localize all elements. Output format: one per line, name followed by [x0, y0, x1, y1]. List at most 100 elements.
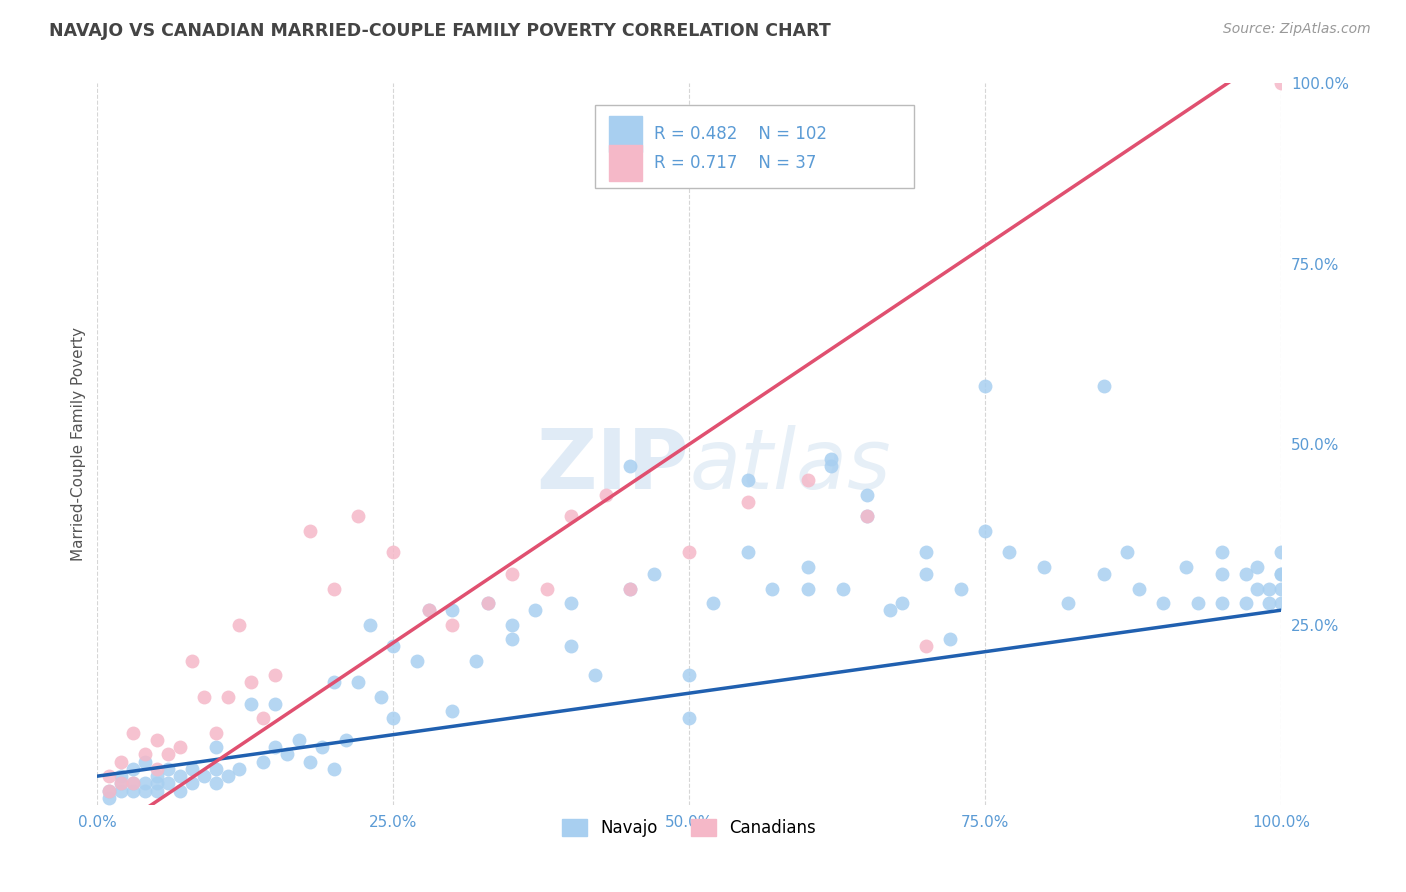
Point [950, 582, 973, 596]
Point [228, 762, 250, 776]
Point [204, 726, 226, 740]
Point [796, 473, 818, 487]
Point [501, 617, 523, 632]
Point [217, 690, 239, 704]
Point [1092, 567, 1115, 582]
Point [1152, 596, 1174, 610]
Bar [609, 116, 643, 152]
Point [820, 451, 842, 466]
Point [264, 668, 287, 682]
Text: atlas: atlas [689, 425, 891, 507]
Point [382, 545, 405, 559]
Point [1057, 596, 1080, 610]
Point [583, 668, 606, 682]
Point [193, 690, 215, 704]
Point [252, 755, 274, 769]
Point [228, 617, 250, 632]
Point [1234, 596, 1257, 610]
Point [643, 567, 665, 582]
Point [501, 632, 523, 646]
Point [855, 509, 877, 524]
Point [335, 733, 357, 747]
Point [832, 582, 855, 596]
Point [1175, 560, 1198, 574]
Point [974, 379, 997, 393]
Point [121, 776, 143, 790]
Point [323, 762, 346, 776]
Point [1234, 567, 1257, 582]
Point [477, 596, 499, 610]
Point [1128, 582, 1150, 596]
Bar [609, 145, 643, 181]
Point [134, 783, 156, 797]
Point [240, 697, 263, 711]
Point [619, 582, 641, 596]
Point [737, 545, 759, 559]
Point [915, 640, 938, 654]
Point [145, 762, 167, 776]
Point [418, 603, 440, 617]
Point [536, 582, 558, 596]
Point [974, 524, 997, 538]
Point [477, 596, 499, 610]
Point [1246, 560, 1268, 574]
Point [98, 783, 121, 797]
Point [311, 740, 333, 755]
Text: NAVAJO VS CANADIAN MARRIED-COUPLE FAMILY POVERTY CORRELATION CHART: NAVAJO VS CANADIAN MARRIED-COUPLE FAMILY… [49, 22, 831, 40]
Point [524, 603, 547, 617]
Point [287, 733, 309, 747]
Point [1270, 567, 1292, 582]
Point [796, 560, 818, 574]
Point [796, 582, 818, 596]
Point [346, 675, 368, 690]
Point [1270, 582, 1292, 596]
Point [217, 769, 239, 783]
Point [1258, 596, 1281, 610]
Point [169, 769, 191, 783]
Point [737, 473, 759, 487]
Point [169, 740, 191, 755]
Point [370, 690, 392, 704]
Point [299, 755, 322, 769]
Point [134, 776, 156, 790]
Point [110, 783, 132, 797]
Point [121, 726, 143, 740]
Point [595, 488, 617, 502]
Point [110, 776, 132, 790]
Point [121, 776, 143, 790]
Point [157, 776, 180, 790]
Point [110, 776, 132, 790]
Point [145, 769, 167, 783]
Point [678, 545, 700, 559]
Point [1033, 560, 1056, 574]
Point [1092, 379, 1115, 393]
FancyBboxPatch shape [595, 105, 914, 188]
Point [418, 603, 440, 617]
Point [560, 640, 582, 654]
Point [204, 762, 226, 776]
Point [169, 783, 191, 797]
Point [110, 755, 132, 769]
Point [121, 762, 143, 776]
Point [181, 776, 204, 790]
Point [678, 668, 700, 682]
Point [761, 582, 783, 596]
Point [998, 545, 1021, 559]
Point [855, 509, 877, 524]
Point [359, 617, 381, 632]
Text: Source: ZipAtlas.com: Source: ZipAtlas.com [1223, 22, 1371, 37]
Point [157, 747, 180, 762]
Point [299, 524, 322, 538]
Point [619, 458, 641, 473]
Point [145, 783, 167, 797]
Point [264, 697, 287, 711]
Point [737, 495, 759, 509]
Point [441, 704, 464, 718]
Point [98, 790, 121, 805]
Point [276, 747, 298, 762]
Point [134, 747, 156, 762]
Point [382, 711, 405, 725]
Point [891, 596, 914, 610]
Point [915, 545, 938, 559]
Point [619, 582, 641, 596]
